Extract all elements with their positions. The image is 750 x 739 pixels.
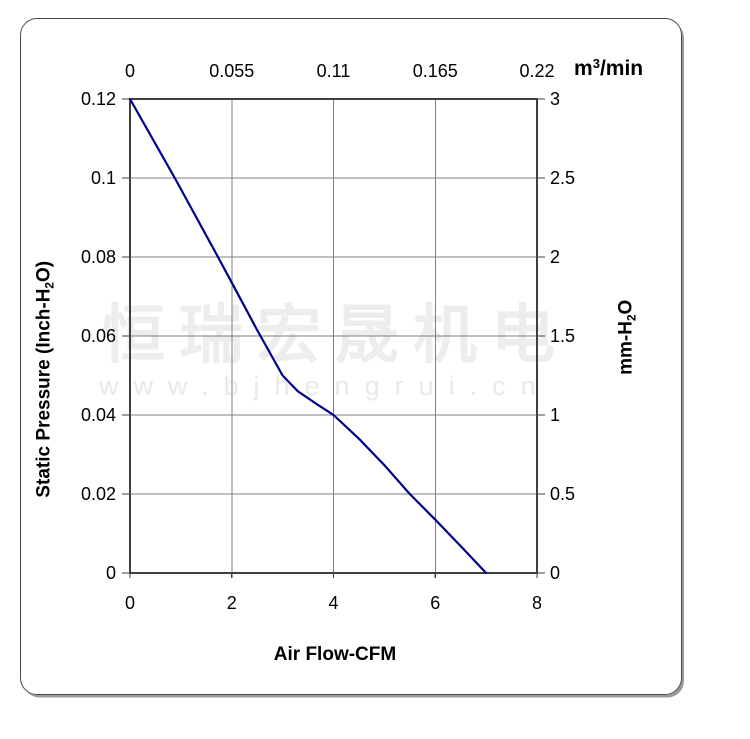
x-top-unit-superscript: 3 [592,56,600,71]
x-bottom-axis-title: Air Flow-CFM [273,644,397,665]
y-right-title-text: mm-H [615,321,637,375]
y-left-title-suffix: O) [33,260,55,283]
y-left-title-subscript: 2 [43,282,57,289]
y-right-title-subscript: 2 [625,314,639,322]
performance-curve [128,97,488,575]
y-right-title-suffix: O [615,299,637,315]
x-top-unit-text: m [574,57,593,81]
x-top-axis-unit: m3/min [574,56,643,81]
y-left-title-text: Static Pressure (Inch-H [33,288,55,498]
x-top-unit-suffix: /min [599,57,644,81]
y-right-axis-title: mm-H2O [616,237,639,437]
watermark-company-name: 恒瑞宏晟机电 [101,299,569,371]
chart-border-frame [20,18,682,695]
y-left-axis-title: Static Pressure (Inch-H2O) [34,229,57,529]
watermark-website: www.bjhengrui.cn [99,371,551,401]
